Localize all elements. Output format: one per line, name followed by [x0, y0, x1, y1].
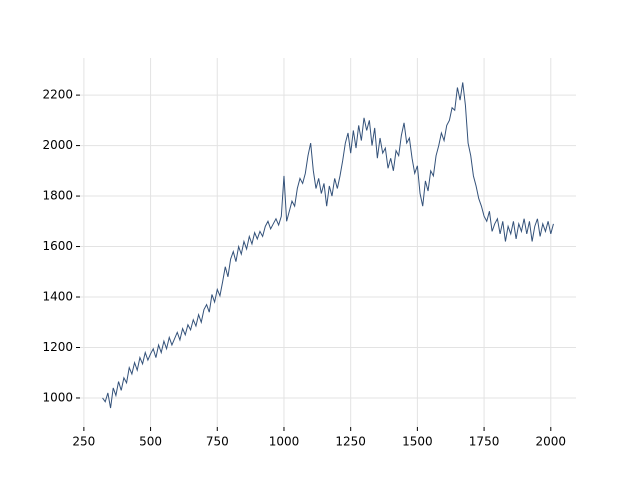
y-tick-label: 1000: [42, 390, 73, 404]
x-tick-label: 500: [139, 435, 162, 449]
x-tick-label: 250: [72, 435, 95, 449]
y-tick-label: 1800: [42, 189, 73, 203]
y-tick-label: 1600: [42, 239, 73, 253]
x-tick-label: 1250: [335, 435, 366, 449]
x-tick-label: 1500: [402, 435, 433, 449]
x-tick-label: 2000: [536, 435, 567, 449]
y-tick-label: 2200: [42, 88, 73, 102]
x-tick-label: 1750: [469, 435, 500, 449]
y-tick-label: 1400: [42, 290, 73, 304]
data-line: [102, 82, 554, 409]
y-tick-label: 2000: [42, 138, 73, 152]
x-tick-label: 750: [206, 435, 229, 449]
x-tick-label: 1000: [269, 435, 300, 449]
y-tick-label: 1200: [42, 340, 73, 354]
